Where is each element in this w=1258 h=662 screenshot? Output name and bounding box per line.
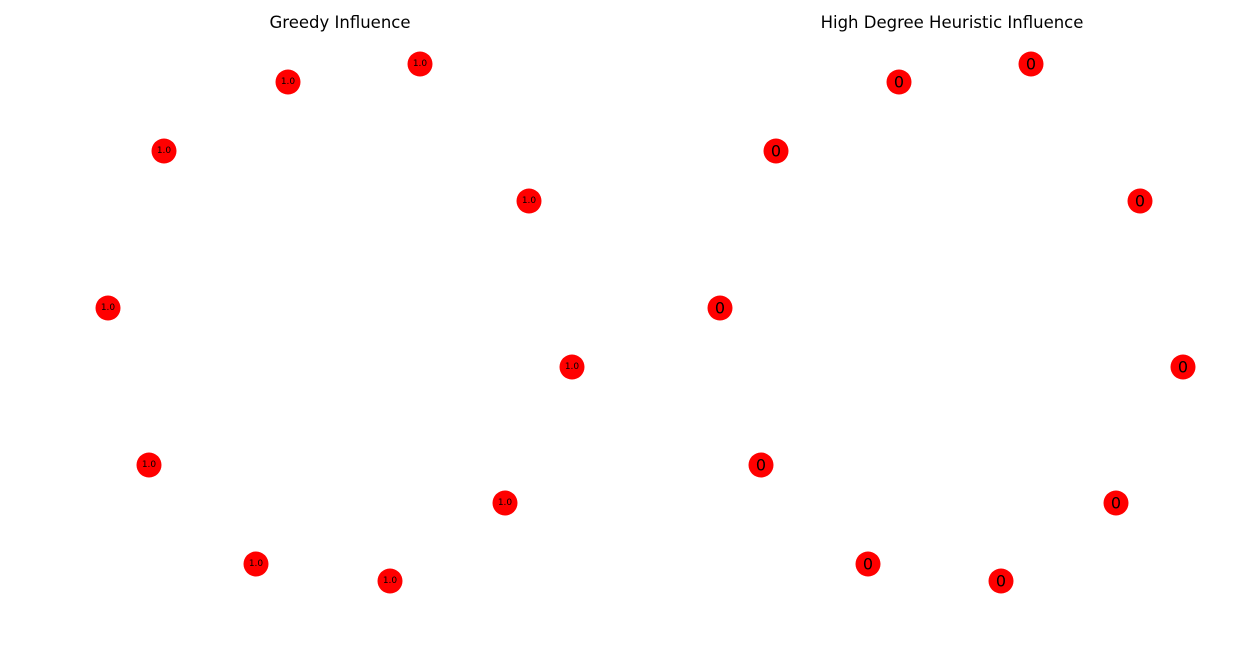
- left-graph-node-circle: [516, 188, 542, 214]
- right-graph-node-circle: [1018, 51, 1044, 77]
- left-graph-node-circle: [95, 295, 121, 321]
- left-graph-node-8: 1.0: [492, 490, 518, 516]
- left-graph-node-4: 1.0: [516, 188, 542, 214]
- left-graph-node-label: 1.0: [522, 196, 537, 206]
- left-graph-node-1: 1.0: [275, 69, 301, 95]
- right-graph-node-label: 0: [863, 555, 873, 574]
- left-graph-canvas: 1.0 1.0 1.0 1.0 1.0 1.0 1.0 1.0 1.0 1.0: [95, 51, 585, 594]
- left-graph-node-label: 1.0: [142, 460, 157, 470]
- right-graph-node-1: 0: [886, 69, 912, 95]
- left-graph-node-circle: [377, 568, 403, 594]
- left-graph-node-circle: [559, 354, 585, 380]
- left-graph-node-label: 1.0: [281, 77, 296, 87]
- right-graph-node-label: 0: [1178, 358, 1188, 377]
- right-graph-node-label: 0: [771, 142, 781, 161]
- left-graph-node-circle: [275, 69, 301, 95]
- right-graph-node-circle: [988, 568, 1014, 594]
- right-graph-node-3: 0: [763, 138, 789, 164]
- left-graph-node-label: 1.0: [101, 303, 116, 313]
- left-graph-node-6: 1.0: [559, 354, 585, 380]
- right-graph-node-label: 0: [1135, 192, 1145, 211]
- right-graph-node-label: 0: [1026, 55, 1036, 74]
- left-graph-node-label: 1.0: [498, 498, 513, 508]
- left-graph-node-circle: [243, 551, 269, 577]
- right-graph-node-circle: [855, 551, 881, 577]
- right-graph-node-label: 0: [756, 456, 766, 475]
- right-graph-node-5: 0: [707, 295, 733, 321]
- left-graph-node-circle: [136, 452, 162, 478]
- right-graph-title: High Degree Heuristic Influence: [820, 13, 1084, 32]
- left-graph-title: Greedy Influence: [269, 13, 411, 32]
- left-graph-node-label: 1.0: [249, 559, 264, 569]
- left-graph-node-label: 1.0: [157, 146, 172, 156]
- right-graph-node-label: 0: [996, 572, 1006, 591]
- right-graph-node-9: 0: [855, 551, 881, 577]
- left-graph-node-3: 1.0: [151, 138, 177, 164]
- right-graph-node-2: 0: [1018, 51, 1044, 77]
- right-graph-node-10: 0: [988, 568, 1014, 594]
- right-graph-node-6: 0: [1170, 354, 1196, 380]
- right-graph-panel: 0 0 0 0 0 0 0 0 0 0: [629, 0, 1258, 662]
- left-graph-node-9: 1.0: [243, 551, 269, 577]
- left-graph-node-7: 1.0: [136, 452, 162, 478]
- right-graph-node-7: 0: [748, 452, 774, 478]
- right-graph-node-circle: [1127, 188, 1153, 214]
- left-graph-node-5: 1.0: [95, 295, 121, 321]
- right-graph-canvas: 0 0 0 0 0 0 0 0 0 0: [707, 51, 1196, 594]
- right-graph-node-circle: [886, 69, 912, 95]
- left-graph-node-label: 1.0: [413, 59, 428, 69]
- right-graph-node-label: 0: [894, 73, 904, 92]
- left-graph-node-circle: [492, 490, 518, 516]
- right-graph-node-circle: [763, 138, 789, 164]
- left-graph-node-circle: [407, 51, 433, 77]
- right-graph-node-label: 0: [715, 299, 725, 318]
- right-graph-node-4: 0: [1127, 188, 1153, 214]
- right-graph-node-circle: [748, 452, 774, 478]
- right-graph-node-circle: [707, 295, 733, 321]
- left-graph-node-10: 1.0: [377, 568, 403, 594]
- left-graph-node-circle: [151, 138, 177, 164]
- left-graph-node-label: 1.0: [383, 576, 398, 586]
- left-graph-node-2: 1.0: [407, 51, 433, 77]
- right-graph-node-circle: [1170, 354, 1196, 380]
- right-graph-node-circle: [1103, 490, 1129, 516]
- left-graph-node-label: 1.0: [565, 362, 580, 372]
- right-graph-node-8: 0: [1103, 490, 1129, 516]
- left-graph-panel: 1.0 1.0 1.0 1.0 1.0 1.0 1.0 1.0 1.0 1.0: [95, 51, 585, 594]
- right-graph-node-label: 0: [1111, 494, 1121, 513]
